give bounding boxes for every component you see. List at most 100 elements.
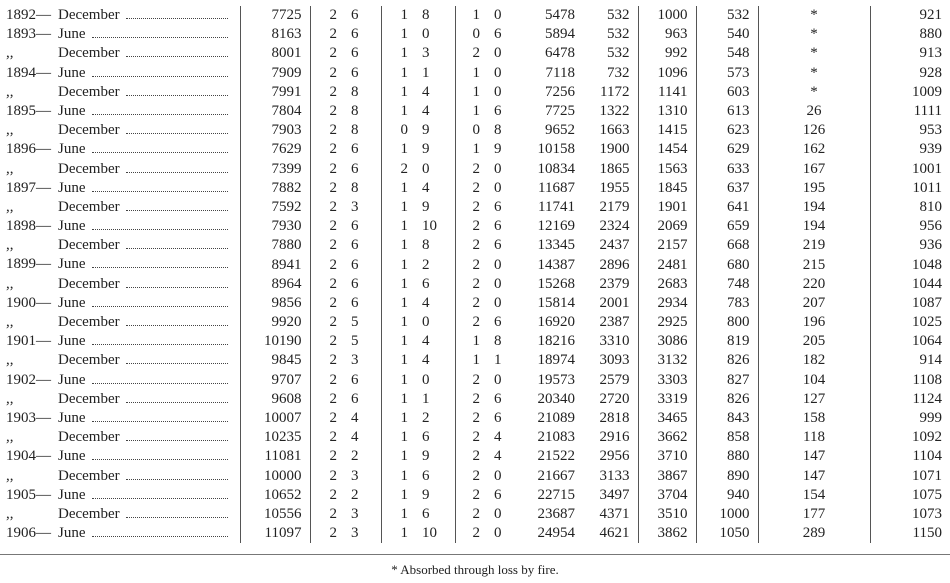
leader: [91, 344, 228, 346]
cell: 0: [494, 371, 502, 388]
period: December: [58, 198, 120, 215]
year: ,,: [6, 467, 14, 484]
table-row: ,, December 9608 2 6 1 1 2 6 20340 2720 3319 826 127 1…: [0, 389, 950, 409]
cell: 21522: [537, 448, 576, 465]
cell: 8941: [239, 255, 310, 275]
cell: 2069: [637, 217, 696, 237]
cell: 2: [454, 159, 488, 179]
cell: 7725: [239, 6, 310, 26]
cell: 2: [454, 236, 488, 256]
cell: 1: [380, 140, 416, 160]
cell: 14387: [537, 256, 576, 273]
cell: 1: [380, 217, 416, 237]
cell: 1: [380, 25, 416, 45]
cell: 19573: [537, 371, 576, 388]
cell: 0: [494, 467, 502, 484]
cell: 7930: [239, 217, 310, 237]
cell: 2: [309, 485, 345, 505]
table-row: ,, December 7399 2 6 2 0 2 0 10834 1865 1563 633 167 1…: [0, 159, 950, 179]
cell: 1: [422, 390, 430, 407]
table-body: 1892— December 7725 2 6 1 8 1 0 5478 532 1000 532 * 92…: [0, 6, 950, 544]
cell: 1: [380, 236, 416, 256]
period: June: [58, 218, 86, 235]
year: 1894—: [6, 64, 51, 81]
cell: 2: [454, 178, 488, 198]
cell: 880: [869, 25, 950, 45]
cell: 15814: [537, 294, 576, 311]
cell: 3: [351, 352, 359, 369]
table-row: 1892— December 7725 2 6 1 8 1 0 5478 532 1000 532 * 92…: [0, 6, 950, 26]
cell: 9: [422, 486, 430, 503]
cell: 162: [757, 140, 870, 160]
cell: 1: [454, 140, 488, 160]
cell: 668: [695, 236, 758, 256]
cell: 7629: [239, 140, 310, 160]
cell: 118: [757, 428, 870, 448]
cell: 0: [422, 26, 430, 43]
cell: 3704: [637, 485, 696, 505]
cell: 10235: [239, 428, 310, 448]
cell: 2: [351, 448, 359, 465]
leader: [125, 56, 228, 58]
cell: 3867: [637, 466, 696, 486]
cell: 0: [494, 64, 502, 81]
cell: 2: [309, 82, 345, 102]
cell: 6478: [545, 45, 575, 62]
cell: 4: [422, 179, 430, 196]
period: June: [58, 409, 86, 426]
row-label: ,, December: [0, 351, 240, 370]
cell: 1: [380, 197, 416, 218]
period: June: [58, 371, 86, 388]
cell: 13345: [537, 237, 576, 254]
cell: 3862: [637, 524, 696, 544]
cell: 1: [380, 408, 416, 429]
cell: 936: [869, 236, 950, 256]
cell: 6: [351, 237, 359, 254]
cell: 18974: [537, 352, 576, 369]
cell: 2: [351, 486, 359, 503]
year: 1906—: [6, 525, 51, 542]
table-row: ,, December 10235 2 4 1 6 2 4 21083 2916 3662 858 118…: [0, 428, 950, 448]
cell: 913: [869, 44, 950, 64]
cell: 6: [422, 429, 430, 446]
cell: 2: [309, 197, 345, 218]
cell: 1: [454, 6, 488, 26]
row-label: 1905— June: [0, 486, 240, 505]
cell: 2818: [599, 410, 630, 427]
cell: 196: [757, 313, 870, 333]
cell: 2683: [637, 274, 696, 294]
table-row: ,, December 9920 2 5 1 0 2 6 16920 2387 2925 800 196 1…: [0, 313, 950, 333]
cell: 2: [422, 256, 430, 273]
cell: 10190: [239, 332, 310, 352]
cell: 9845: [239, 351, 310, 371]
cell: 3: [351, 198, 359, 215]
table-row: 1906— June 11097 2 3 1 10 2 0 24954 4621 3862 1050 28…: [0, 524, 950, 544]
cell: 6: [351, 141, 359, 158]
row-label: ,, December: [0, 275, 240, 294]
cell: 205: [757, 332, 870, 352]
cell: 6: [494, 198, 502, 215]
period: June: [58, 179, 86, 196]
cell: 2: [309, 408, 345, 429]
cell: 963: [637, 25, 696, 45]
leader: [91, 382, 228, 384]
row-label: ,, December: [0, 160, 240, 179]
cell: 20340: [537, 390, 576, 407]
leader: [91, 267, 228, 269]
cell: 2387: [599, 314, 630, 331]
cell: 1310: [637, 101, 696, 122]
cell: 732: [607, 64, 630, 81]
cell: 4: [351, 429, 359, 446]
cell: 1111: [869, 101, 950, 122]
cell: 1048: [869, 255, 950, 275]
cell: 5478: [545, 7, 575, 24]
cell: 1: [454, 63, 488, 83]
period: June: [58, 448, 86, 465]
cell: 7903: [239, 121, 310, 141]
row-label: ,, December: [0, 467, 240, 486]
leader: [125, 363, 228, 365]
cell: 4: [422, 83, 430, 100]
cell: 3086: [637, 332, 696, 352]
cell: 2: [309, 524, 345, 544]
cell: 7909: [239, 63, 310, 83]
